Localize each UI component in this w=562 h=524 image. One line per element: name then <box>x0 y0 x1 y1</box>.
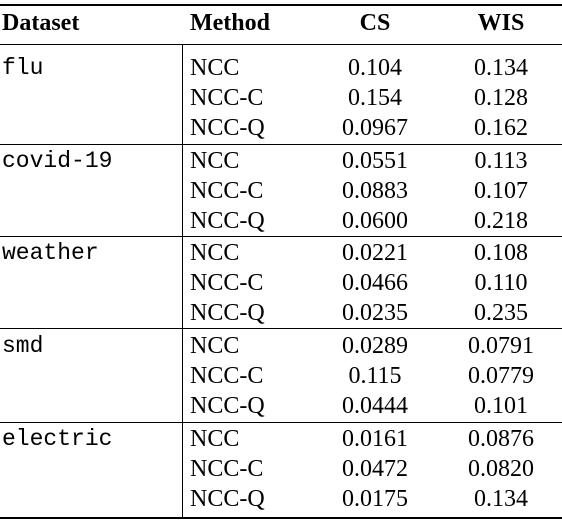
wis-cell: 0.235 <box>474 300 528 326</box>
group-rule-3 <box>0 328 562 329</box>
cs-cell: 0.0967 <box>342 115 408 141</box>
method-cell: NCC <box>190 426 240 452</box>
wis-cell: 0.0876 <box>468 426 534 452</box>
cs-cell: 0.0551 <box>342 148 408 174</box>
cs-cell: 0.0161 <box>342 426 408 452</box>
method-cell: NCC <box>190 333 240 359</box>
group-rule-1 <box>0 144 562 145</box>
header-wis: WIS <box>477 10 525 36</box>
cs-cell: 0.154 <box>348 85 402 111</box>
wis-cell: 0.110 <box>474 270 528 296</box>
dataset-label: smd <box>2 333 44 359</box>
method-cell: NCC-Q <box>190 486 265 512</box>
method-cell: NCC-C <box>190 270 264 296</box>
cs-cell: 0.0600 <box>342 208 408 234</box>
header-cs: CS <box>359 10 391 36</box>
header-rule <box>0 44 562 45</box>
wis-cell: 0.113 <box>474 148 528 174</box>
cs-cell: 0.0235 <box>342 300 408 326</box>
wis-cell: 0.0779 <box>468 363 534 389</box>
cs-cell: 0.0883 <box>342 178 408 204</box>
method-cell: NCC <box>190 240 240 266</box>
method-cell: NCC-C <box>190 456 264 482</box>
wis-cell: 0.128 <box>474 85 528 111</box>
cs-cell: 0.0466 <box>342 270 408 296</box>
group-rule-4 <box>0 422 562 423</box>
method-cell: NCC-Q <box>190 115 265 141</box>
header-dataset: Dataset <box>2 10 80 36</box>
dataset-label: electric <box>2 426 113 452</box>
wis-cell: 0.101 <box>474 393 528 419</box>
column-divider <box>182 44 183 518</box>
wis-cell: 0.218 <box>474 208 528 234</box>
method-cell: NCC <box>190 55 240 81</box>
cs-cell: 0.0472 <box>342 456 408 482</box>
cs-cell: 0.0444 <box>342 393 408 419</box>
cs-cell: 0.115 <box>348 363 402 389</box>
method-cell: NCC-C <box>190 363 264 389</box>
dataset-label: weather <box>2 240 99 266</box>
wis-cell: 0.108 <box>474 240 528 266</box>
method-cell: NCC-Q <box>190 300 265 326</box>
method-cell: NCC-Q <box>190 393 265 419</box>
method-cell: NCC-C <box>190 178 264 204</box>
cs-cell: 0.0221 <box>342 240 408 266</box>
method-cell: NCC-Q <box>190 208 265 234</box>
cs-cell: 0.0175 <box>342 486 408 512</box>
dataset-label: covid-19 <box>2 148 113 174</box>
top-rule <box>0 4 562 6</box>
wis-cell: 0.134 <box>474 55 528 81</box>
wis-cell: 0.107 <box>474 178 528 204</box>
group-rule-2 <box>0 236 562 237</box>
wis-cell: 0.0820 <box>468 456 534 482</box>
wis-cell: 0.134 <box>474 486 528 512</box>
header-method: Method <box>190 10 270 36</box>
bottom-rule <box>0 517 562 519</box>
cs-cell: 0.0289 <box>342 333 408 359</box>
method-cell: NCC <box>190 148 240 174</box>
wis-cell: 0.162 <box>474 115 528 141</box>
method-cell: NCC-C <box>190 85 264 111</box>
dataset-label: flu <box>2 55 44 81</box>
wis-cell: 0.0791 <box>468 333 534 359</box>
cs-cell: 0.104 <box>348 55 402 81</box>
